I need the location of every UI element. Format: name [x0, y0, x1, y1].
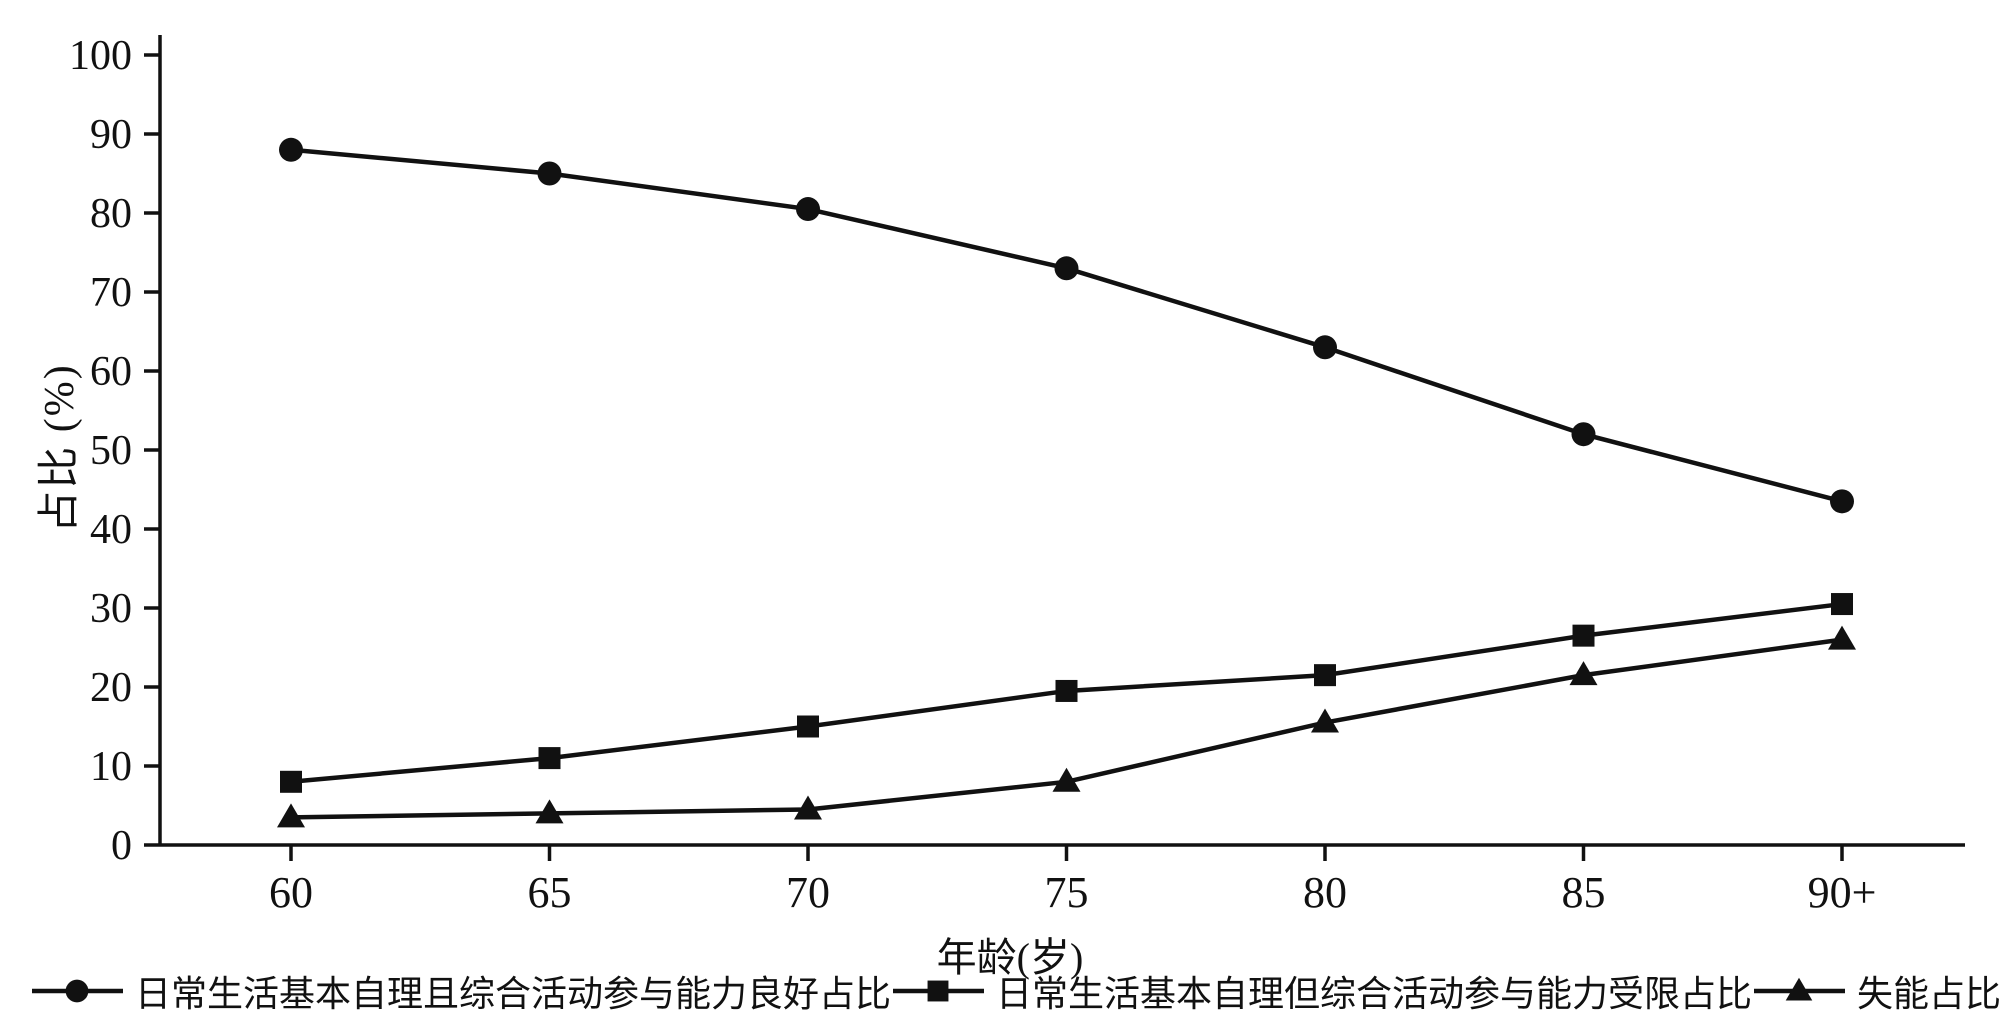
x-tick-label: 80 — [1303, 868, 1347, 917]
square-marker — [1055, 679, 1078, 702]
legend-item: 失能占比 — [1752, 965, 2000, 1017]
square-marker — [1572, 624, 1595, 647]
y-tick-label: 80 — [90, 191, 132, 237]
x-tick-label: 65 — [528, 868, 572, 917]
y-tick-label: 60 — [90, 349, 132, 395]
triangle-marker — [794, 795, 822, 820]
square-marker — [797, 715, 819, 738]
circle-marker — [1054, 256, 1079, 281]
x-tick-label: 75 — [1045, 868, 1089, 917]
triangle-marker — [535, 799, 564, 824]
x-tick-label: 60 — [269, 868, 313, 917]
x-axis-title: 年龄(岁) — [936, 935, 1084, 980]
circle-marker — [1313, 335, 1337, 360]
legend-label: 失能占比 — [1857, 974, 2000, 1014]
square-marker — [280, 770, 302, 793]
legend-square-icon — [893, 980, 985, 1002]
triangle-marker — [1569, 661, 1598, 686]
y-tick-label: 50 — [90, 428, 132, 474]
y-tick-label: 90 — [90, 112, 132, 158]
circle-marker — [796, 197, 820, 222]
x-tick-label: 85 — [1562, 868, 1606, 917]
square-marker — [538, 747, 561, 770]
legend-label: 日常生活基本自理但综合活动参与能力受限占比 — [996, 974, 1753, 1014]
plot-area: 0 10 20 30 40 50 60 70 80 90 100 60 65 70 75 80 85 90+ — [69, 33, 1965, 917]
circle-marker — [279, 137, 303, 162]
y-tick-label: 40 — [90, 507, 132, 553]
x-tick-label: 70 — [786, 868, 830, 917]
y-tick-label: 20 — [90, 665, 132, 711]
x-tick-label: 90+ — [1808, 868, 1877, 917]
square-marker — [927, 980, 949, 1002]
square-marker — [1831, 593, 1853, 616]
y-tick-label: 100 — [69, 33, 132, 79]
triangle-marker — [1785, 977, 1813, 1001]
circle-marker — [1830, 489, 1854, 514]
triangle-marker — [277, 803, 305, 828]
y-tick-label: 0 — [111, 823, 132, 869]
series-line-circle — [290, 147, 1843, 504]
triangle-marker — [1052, 767, 1081, 792]
circle-marker — [65, 979, 89, 1003]
legend-label: 日常生活基本自理且综合活动参与能力良好占比 — [135, 974, 892, 1014]
legend-circle-icon — [32, 979, 123, 1003]
circle-marker — [537, 161, 562, 186]
circle-marker — [1571, 422, 1596, 447]
y-tick-label: 10 — [90, 744, 132, 790]
legend-item: 日常生活基本自理但综合活动参与能力受限占比 — [891, 965, 1752, 1017]
legend-triangle-icon — [1754, 977, 1846, 1001]
square-marker — [1314, 664, 1336, 687]
y-tick-label: 70 — [90, 270, 132, 316]
triangle-marker — [1828, 625, 1856, 650]
y-tick-label: 30 — [90, 586, 132, 632]
triangle-marker — [1311, 708, 1339, 733]
legend-item: 日常生活基本自理且综合活动参与能力良好占比 — [30, 965, 891, 1017]
legend: 日常生活基本自理且综合活动参与能力良好占比 日常生活基本自理但综合活动参与能力受限… — [0, 965, 2000, 1017]
